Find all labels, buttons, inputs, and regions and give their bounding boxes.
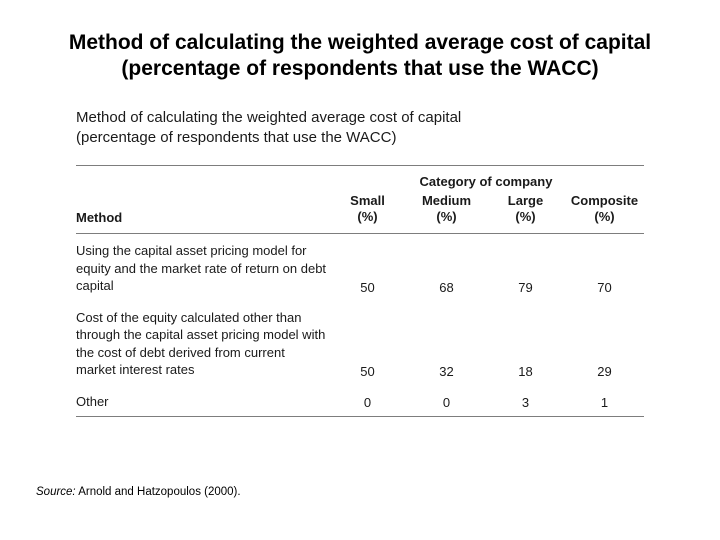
figure-title-line2: (percentage of respondents that use the … [76,129,396,146]
cell-value: 70 [565,234,644,301]
cell-value: 79 [486,234,565,301]
category-super-header: Category of company [328,165,644,193]
source-line: Source: Arnold and Hatzopoulos (2000). [36,486,241,498]
figure: Method of calculating the weighted avera… [76,108,644,417]
table-row: Cost of the equity calculated other than… [76,301,644,385]
data-table: Category of company Method Small (%) Med… [76,165,644,418]
method-label: Using the capital asset pricing model fo… [76,234,328,301]
col-name: Small [350,193,385,208]
table-header-super-row: Category of company [76,165,644,193]
figure-title-line1: Method of calculating the weighted avera… [76,109,461,126]
method-header: Method [76,193,328,234]
cell-value: 50 [328,301,407,385]
cell-value: 18 [486,301,565,385]
cell-value: 3 [486,385,565,417]
slide: Method of calculating the weighted avera… [0,0,720,540]
col-header-small: Small (%) [328,193,407,234]
method-label: Other [76,385,328,417]
figure-title: Method of calculating the weighted avera… [76,108,644,149]
col-unit: (%) [594,209,614,224]
cell-value: 32 [407,301,486,385]
table-row: Other 0 0 3 1 [76,385,644,417]
cell-value: 0 [407,385,486,417]
col-header-composite: Composite (%) [565,193,644,234]
col-header-medium: Medium (%) [407,193,486,234]
col-unit: (%) [357,209,377,224]
method-label: Cost of the equity calculated other than… [76,301,328,385]
col-unit: (%) [436,209,456,224]
cell-value: 29 [565,301,644,385]
cell-value: 50 [328,234,407,301]
cell-value: 0 [328,385,407,417]
table-header-row: Method Small (%) Medium (%) Large (%) Co… [76,193,644,234]
cell-value: 68 [407,234,486,301]
slide-title: Method of calculating the weighted avera… [65,30,655,83]
source-label: Source: [36,486,76,498]
col-name: Composite [571,193,638,208]
col-name: Large [508,193,543,208]
source-text: Arnold and Hatzopoulos (2000). [76,486,241,498]
col-header-large: Large (%) [486,193,565,234]
col-unit: (%) [515,209,535,224]
col-name: Medium [422,193,471,208]
table-row: Using the capital asset pricing model fo… [76,234,644,301]
cell-value: 1 [565,385,644,417]
